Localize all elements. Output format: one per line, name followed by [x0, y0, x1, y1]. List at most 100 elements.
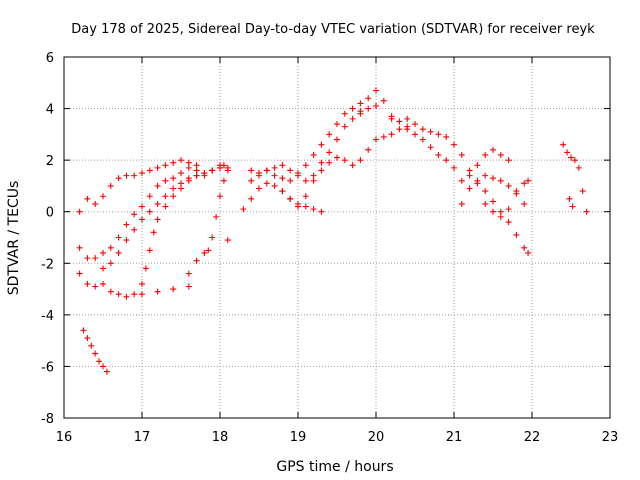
data-point [279, 162, 286, 169]
data-point [326, 131, 333, 138]
data-point [170, 175, 177, 182]
data-point [220, 177, 227, 184]
data-point [396, 118, 403, 125]
data-point [76, 244, 83, 251]
data-point [357, 110, 364, 117]
data-point [295, 172, 301, 179]
data-point [201, 249, 208, 256]
data-point [139, 216, 145, 223]
data-point [92, 283, 99, 290]
data-point [474, 177, 481, 184]
data-point [579, 188, 586, 195]
data-point [318, 141, 325, 148]
data-point [154, 288, 161, 295]
data-point [154, 200, 161, 207]
data-point [341, 123, 348, 130]
data-point [388, 115, 395, 122]
series-track-e [139, 164, 231, 287]
data-point [146, 247, 153, 254]
data-point [193, 162, 200, 169]
data-point [466, 172, 473, 179]
series-track-g [80, 327, 110, 375]
data-point [201, 170, 208, 177]
data-point [326, 159, 333, 166]
data-point [131, 226, 138, 233]
data-point [505, 219, 512, 226]
data-point [380, 133, 387, 140]
data-point [139, 291, 145, 298]
data-point [334, 154, 340, 161]
data-point [525, 249, 532, 256]
data-point [482, 188, 489, 195]
data-point [248, 195, 255, 202]
data-point [497, 151, 504, 158]
data-point [349, 115, 356, 122]
data-point [412, 121, 418, 128]
data-point [271, 172, 278, 179]
data-point [310, 172, 317, 179]
series-track-h [248, 87, 403, 184]
series-track-c [76, 270, 192, 300]
data-point [302, 203, 309, 210]
data-point [287, 167, 294, 174]
data-point [162, 162, 169, 169]
data-point [256, 172, 262, 179]
data-point [131, 172, 138, 179]
data-point [404, 115, 411, 122]
grid-lines [64, 57, 610, 418]
data-point [357, 157, 364, 164]
data-point [256, 185, 262, 192]
data-point [178, 170, 184, 177]
data-point [217, 164, 223, 171]
data-point [84, 195, 91, 202]
data-point [84, 335, 91, 342]
data-point [170, 185, 177, 192]
series-track-p [560, 141, 590, 215]
data-point [162, 203, 169, 210]
data-point [380, 97, 387, 104]
data-point [240, 206, 247, 213]
data-point [458, 151, 465, 158]
data-point [564, 149, 571, 156]
series-track-o [482, 177, 532, 220]
data-point [302, 193, 309, 200]
x-tick-labels: 16 17 18 19 20 21 22 23 [56, 430, 619, 445]
data-point [146, 208, 153, 215]
data-point [474, 162, 481, 169]
data-point [490, 146, 496, 153]
data-point [521, 244, 528, 251]
data-point [92, 255, 99, 262]
data-point [458, 200, 465, 207]
data-point [525, 177, 532, 184]
data-point [505, 157, 512, 164]
data-point [84, 280, 91, 287]
y-tick-label: 0 [46, 206, 54, 221]
data-point [162, 193, 169, 200]
x-tick-label: 23 [602, 430, 619, 445]
data-point [100, 249, 106, 256]
series-track-i [240, 180, 325, 215]
data-point [365, 95, 372, 102]
data-point [357, 100, 364, 107]
data-point [279, 188, 286, 195]
data-point [131, 291, 138, 298]
y-tick-label: -6 [41, 360, 54, 375]
data-point [162, 177, 169, 184]
data-point [318, 167, 325, 174]
data-point [217, 193, 223, 200]
x-tick-label: 17 [134, 430, 151, 445]
data-point [513, 231, 520, 238]
data-point [458, 177, 465, 184]
data-point [341, 157, 348, 164]
axis-ticks [63, 56, 611, 419]
y-tick-label: 6 [46, 51, 54, 66]
data-point [139, 170, 145, 177]
data-point [349, 105, 356, 112]
data-point [566, 195, 573, 202]
data-point [224, 237, 231, 244]
data-point [139, 280, 145, 287]
data-point [505, 206, 512, 213]
y-tick-label: -8 [41, 412, 54, 427]
data-point [213, 213, 220, 220]
